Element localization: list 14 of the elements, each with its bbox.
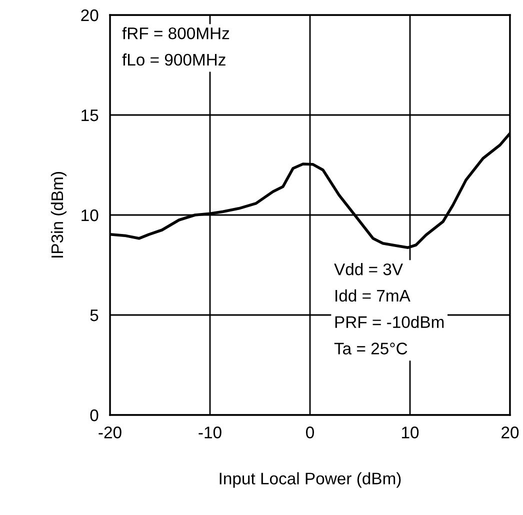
x-tick-label: 10 xyxy=(402,426,419,438)
y-tick-label: 20 xyxy=(81,9,98,22)
annotation: fRF = 800MHz fLo = 900MHz xyxy=(122,27,230,66)
x-tick-label: 0 xyxy=(306,426,314,438)
x-axis-title: Input Local Power (dBm) xyxy=(220,472,401,488)
x-tick-label: 20 xyxy=(502,426,519,438)
annotation: Vdd = 3V Idd = 7mA PRF = -10dBm Ta = 25°C xyxy=(334,263,444,354)
y-axis-title: IP3in (dBm) xyxy=(50,172,66,258)
x-tick-label: -20 xyxy=(98,426,122,438)
y-tick-label: 10 xyxy=(82,209,98,222)
y-tick-label: 5 xyxy=(90,310,98,322)
y-tick-label: 15 xyxy=(82,110,98,122)
x-tick-label: -10 xyxy=(198,426,222,438)
y-tick-label: 0 xyxy=(90,409,98,422)
